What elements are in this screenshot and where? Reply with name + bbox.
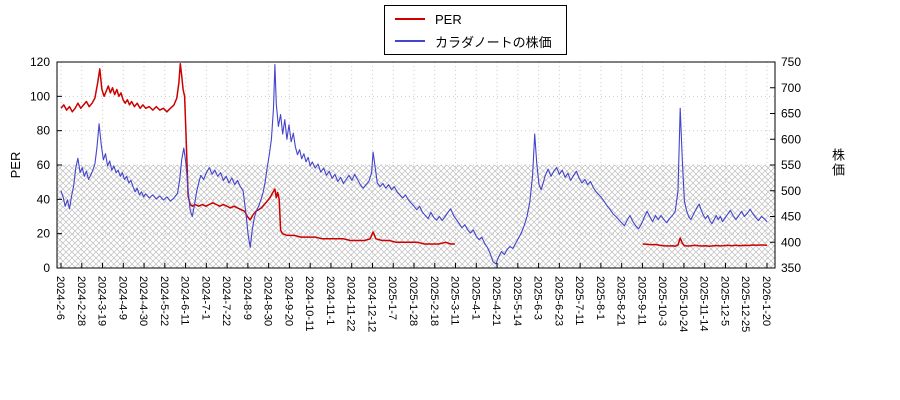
right-axis-title: 株価 [830,148,845,178]
shaded-band [57,165,775,268]
svg-text:2024-7-22: 2024-7-22 [220,276,232,326]
svg-text:2024-11-1: 2024-11-1 [324,276,336,325]
svg-text:2025-4-21: 2025-4-21 [490,276,502,326]
svg-text:400: 400 [781,235,801,249]
svg-text:750: 750 [781,55,801,69]
svg-text:2025-10-24: 2025-10-24 [677,276,689,332]
svg-text:2025-1-28: 2025-1-28 [407,276,419,326]
svg-text:2024-8-9: 2024-8-9 [241,276,253,320]
svg-text:2024-4-9: 2024-4-9 [116,276,128,320]
svg-text:350: 350 [781,261,801,275]
svg-text:2025-8-1: 2025-8-1 [594,276,606,320]
svg-text:2025-6-23: 2025-6-23 [552,276,564,326]
svg-text:2025-3-11: 2025-3-11 [449,276,461,325]
svg-text:120: 120 [30,55,50,69]
left-axis-title: PER [8,151,23,179]
svg-text:2025-2-18: 2025-2-18 [428,276,440,326]
legend-label-stock-price: カラダノートの株価 [435,34,552,50]
svg-text:2026-1-20: 2026-1-20 [760,276,772,326]
svg-text:2025-4-1: 2025-4-1 [469,276,481,320]
svg-text:2025-10-3: 2025-10-3 [656,276,668,326]
svg-text:40: 40 [37,192,51,206]
svg-text:2025-12-25: 2025-12-25 [739,276,751,332]
chart-legend: PER カラダノートの株価 [384,5,567,55]
svg-text:2024-9-20: 2024-9-20 [282,276,294,326]
svg-text:2024-10-11: 2024-10-11 [303,276,315,331]
svg-text:2025-7-11: 2025-7-11 [573,276,585,325]
svg-text:650: 650 [781,107,801,121]
svg-text:2024-8-30: 2024-8-30 [262,276,274,326]
per-line-swatch [395,18,425,20]
svg-text:2024-2-28: 2024-2-28 [75,276,87,326]
svg-text:2024-3-19: 2024-3-19 [96,276,108,326]
svg-text:2024-6-11: 2024-6-11 [179,276,191,325]
svg-text:2025-5-14: 2025-5-14 [511,276,523,326]
stock-price-line-swatch [395,40,425,42]
svg-text:100: 100 [30,89,50,103]
axis-tick-marks [57,61,775,269]
svg-text:2025-12-5: 2025-12-5 [718,276,730,326]
svg-text:2025-8-21: 2025-8-21 [615,276,627,326]
svg-text:2024-7-1: 2024-7-1 [199,276,211,320]
svg-text:450: 450 [781,210,801,224]
svg-text:550: 550 [781,158,801,172]
svg-text:2024-11-22: 2024-11-22 [345,276,357,331]
legend-item-stock-price: カラダノートの株価 [395,33,552,50]
legend-label-per: PER [435,11,462,27]
svg-text:500: 500 [781,184,801,198]
svg-text:2024-4-30: 2024-4-30 [137,276,149,326]
legend-item-per: PER [395,11,552,27]
svg-text:2024-2-6: 2024-2-6 [54,276,66,320]
stock-price-line-series [60,64,768,265]
svg-text:2025-11-14: 2025-11-14 [698,276,710,331]
svg-text:700: 700 [781,81,801,95]
svg-text:20: 20 [37,227,51,241]
svg-text:600: 600 [781,132,801,146]
svg-text:80: 80 [37,124,51,138]
svg-text:60: 60 [37,158,51,172]
svg-text:2025-6-3: 2025-6-3 [532,276,544,320]
svg-text:0: 0 [43,261,50,275]
svg-text:2024-12-12: 2024-12-12 [365,276,377,332]
per-line-series [60,62,768,247]
svg-text:2025-9-11: 2025-9-11 [635,276,647,325]
svg-text:2025-1-7: 2025-1-7 [386,276,398,320]
svg-text:2024-5-22: 2024-5-22 [158,276,170,326]
axis-tick-labels: 0 20 40 60 80 100 120 350 400 450 500 550 600 650 700 7… [30,55,801,332]
